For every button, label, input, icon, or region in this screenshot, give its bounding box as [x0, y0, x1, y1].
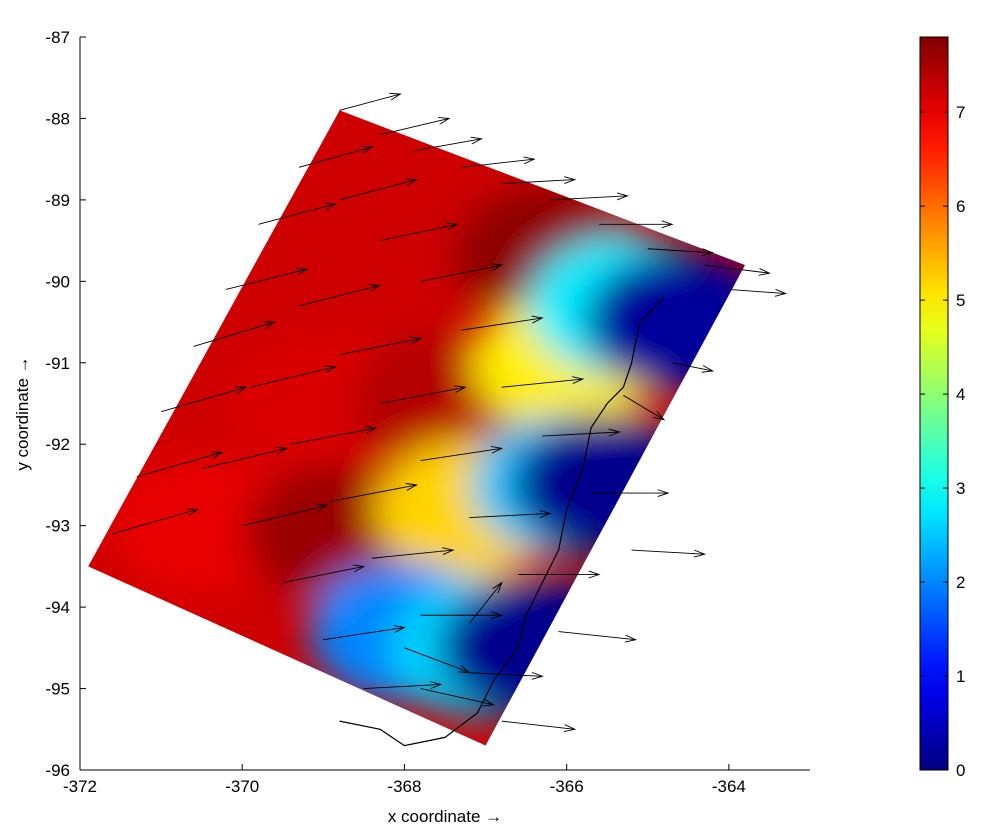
vector-arrow — [461, 156, 536, 168]
vector-arrow — [728, 288, 788, 297]
vector-arrow — [363, 681, 443, 690]
y-axis-title: y coordinate → — [13, 356, 32, 470]
field-sample — [585, 252, 746, 393]
vector-arrow — [558, 631, 638, 643]
x-tick-label: -372 — [63, 777, 97, 796]
vector-arrow — [298, 284, 382, 307]
vector-arrow — [420, 445, 504, 461]
vector-arrow — [623, 394, 666, 421]
colorbar-fill — [919, 36, 949, 771]
colorbar-tick-label: 6 — [956, 197, 965, 216]
field-sample — [512, 414, 703, 555]
shoreline — [339, 297, 665, 747]
vector-arrow — [371, 547, 455, 559]
x-tick-label: -370 — [225, 777, 259, 796]
vector-arrow — [201, 446, 289, 470]
main-axes: -372 -370 -368 -366 -364 -96 -95 -94 -93 -92 -91 -… — [45, 28, 810, 796]
vector-arrow — [290, 426, 378, 445]
colorbar-tick-label: 5 — [956, 291, 965, 310]
vector-arrow — [323, 625, 406, 641]
vector-arrow — [331, 483, 419, 502]
vector-arrow — [550, 192, 629, 201]
x-tick-label: -364 — [712, 777, 746, 796]
vector-arrow — [672, 362, 715, 373]
y-tick-label: -95 — [45, 680, 70, 699]
vector-arrow — [242, 503, 329, 527]
vector-arrow — [193, 321, 277, 347]
x-axis-title: x coordinate → — [388, 807, 502, 826]
vector-arrow — [339, 92, 402, 111]
vector-arrow — [339, 178, 418, 201]
vector-arrow — [136, 451, 224, 478]
colorbar-tick-label: 3 — [956, 479, 965, 498]
vector-arrow — [591, 489, 670, 497]
vector-arrow — [542, 428, 621, 437]
vector-arrow — [380, 117, 451, 136]
y-tick-label: -94 — [45, 598, 70, 617]
y-tick-label: -96 — [45, 761, 70, 780]
vector-arrow — [412, 136, 483, 152]
color-field — [88, 110, 746, 746]
vector-arrow — [501, 176, 577, 185]
vector-arrow — [461, 315, 544, 331]
vector-arrow — [647, 248, 715, 257]
colorbar-tick-label: 7 — [956, 103, 965, 122]
colorbar-tick-label: 2 — [956, 573, 965, 592]
vector-arrow — [112, 508, 199, 535]
field-sample — [106, 170, 297, 311]
vector-arrow — [380, 385, 467, 404]
colorbar-tick-label: 1 — [956, 667, 965, 686]
vector-arrow — [420, 263, 504, 282]
colorbar: 0 1 2 3 4 5 6 7 — [919, 36, 965, 780]
y-tick-label: -88 — [45, 109, 70, 128]
y-tick-label: -91 — [45, 354, 70, 373]
vector-arrow — [339, 336, 423, 356]
vector-arrow — [631, 549, 706, 558]
vector-arrow — [298, 145, 374, 168]
vector-arrow — [704, 264, 771, 276]
vector-arrow — [420, 688, 496, 707]
x-tick-label: -368 — [387, 777, 421, 796]
vector-arrow — [461, 671, 544, 680]
colorbar-tick-label: 4 — [956, 385, 965, 404]
vector-arrow — [518, 570, 601, 579]
vector-arrow — [282, 564, 366, 584]
vector-field — [112, 92, 788, 732]
vector-arrow — [380, 222, 459, 242]
vector-arrow — [468, 581, 503, 624]
y-tick-label: -90 — [45, 272, 70, 291]
vector-arrow — [160, 386, 248, 413]
vector-arrow — [225, 267, 309, 290]
y-tick-label: -92 — [45, 435, 70, 454]
y-tick-label: -87 — [45, 28, 70, 47]
vector-arrow — [404, 647, 471, 673]
vector-arrow — [501, 376, 585, 388]
vector-arrow — [469, 510, 552, 518]
vector-arrow — [258, 202, 337, 225]
vector-arrow — [599, 220, 674, 229]
y-tick-label: -89 — [45, 191, 70, 210]
vector-arrow — [420, 611, 504, 620]
x-tick-label: -366 — [550, 777, 584, 796]
y-tick-label: -93 — [45, 517, 70, 536]
vector-arrow — [250, 365, 337, 388]
field-sample — [106, 455, 297, 596]
vector-arrow — [501, 720, 577, 732]
colorbar-tick-label: 0 — [956, 761, 965, 780]
